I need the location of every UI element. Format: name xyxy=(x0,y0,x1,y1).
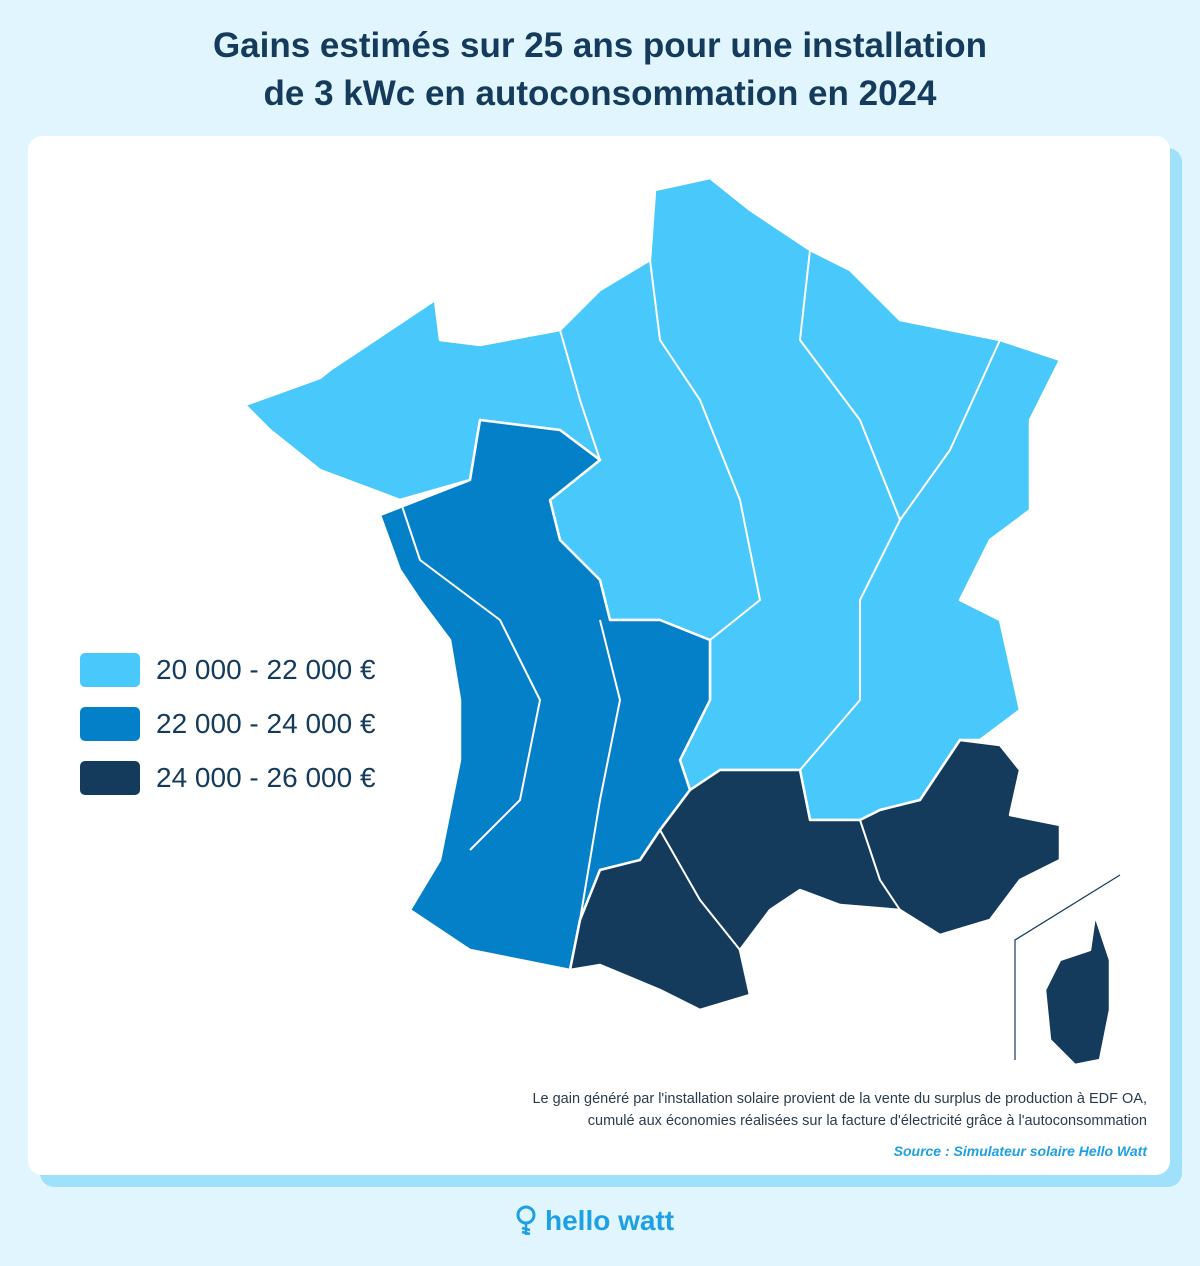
legend-swatch xyxy=(80,707,140,741)
region-corse xyxy=(1043,913,1112,1067)
department-border xyxy=(559,329,601,461)
title-line-1: Gains estimés sur 25 ans pour une instal… xyxy=(212,26,988,65)
department-border xyxy=(659,829,741,951)
department-border xyxy=(399,499,541,851)
footnote: Le gain généré par l'installation solair… xyxy=(532,1088,1147,1132)
legend-label: 20 000 - 22 000 € xyxy=(156,654,376,685)
legend-item: 22 000 - 24 000 € xyxy=(80,697,376,751)
hello-watt-logo: hello watt xyxy=(515,1205,674,1237)
legend: 20 000 - 22 000 € 22 000 - 24 000 € 24 0… xyxy=(80,643,376,805)
department-border xyxy=(579,619,621,921)
legend-label: 24 000 - 26 000 € xyxy=(156,762,376,793)
map-title: Gains estimés sur 25 ans pour une instal… xyxy=(0,22,1200,118)
corse-inset-frame xyxy=(1014,874,1121,1060)
footnote-line-2: cumulé aux économies réalisées sur la fa… xyxy=(587,1113,1147,1129)
legend-item: 24 000 - 26 000 € xyxy=(80,751,376,805)
lightbulb-icon xyxy=(516,1205,536,1236)
footnote-line-1: Le gain généré par l'installation solair… xyxy=(532,1091,1147,1107)
legend-item: 20 000 - 22 000 € xyxy=(80,643,376,697)
department-border xyxy=(859,819,901,911)
legend-label: 22 000 - 24 000 € xyxy=(156,708,376,739)
logo-text: hello watt xyxy=(545,1205,675,1236)
region-24000-26000 xyxy=(568,738,1062,1012)
legend-swatch xyxy=(80,653,140,687)
legend-swatch xyxy=(80,761,140,795)
source-text: Source : Simulateur solaire Hello Watt xyxy=(893,1143,1147,1159)
department-border xyxy=(649,259,761,641)
department-border xyxy=(899,339,1001,521)
title-line-2: de 3 kWc en autoconsommation en 2024 xyxy=(263,74,937,113)
